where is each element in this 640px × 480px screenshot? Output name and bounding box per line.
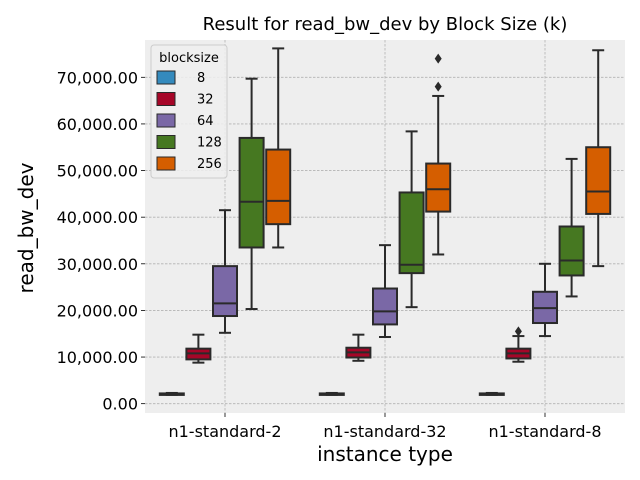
x-tick-label: n1-standard-2 bbox=[168, 422, 281, 441]
box-256-n1-standard-32 bbox=[425, 53, 452, 256]
box-256-n1-standard-8 bbox=[585, 49, 612, 268]
y-tick-label: 20,000.00 bbox=[57, 301, 138, 320]
legend-swatch bbox=[156, 113, 176, 128]
y-tick-label: 50,000.00 bbox=[57, 162, 138, 181]
legend-swatch bbox=[156, 135, 176, 149]
y-axis-label: read_bw_dev bbox=[14, 162, 38, 293]
legend-items: 8 32 64 128 256 bbox=[156, 70, 222, 172]
x-tick-label: n1-standard-32 bbox=[323, 422, 446, 441]
box-32-n1-standard-2 bbox=[185, 333, 212, 364]
box-64-n1-standard-2 bbox=[212, 209, 238, 334]
x-tick-label: n1-standard-8 bbox=[488, 422, 601, 441]
legend-label: 32 bbox=[197, 93, 214, 108]
legend-swatch bbox=[156, 70, 176, 85]
outlier-point bbox=[434, 53, 442, 64]
box-128-n1-standard-8 bbox=[558, 157, 585, 298]
box-8-n1-standard-32 bbox=[318, 391, 345, 396]
box-body bbox=[212, 265, 238, 318]
box-128-n1-standard-32 bbox=[398, 130, 425, 309]
box-64-n1-standard-8 bbox=[532, 262, 558, 338]
box-body bbox=[585, 146, 612, 215]
legend-label: 256 bbox=[197, 157, 222, 172]
box-32-n1-standard-8 bbox=[505, 326, 532, 363]
box-8-n1-standard-2 bbox=[158, 391, 185, 396]
box-body bbox=[398, 191, 425, 275]
box-body bbox=[425, 162, 452, 213]
outlier-point bbox=[434, 81, 442, 92]
box-body bbox=[265, 148, 292, 226]
x-tick-labels: n1-standard-2 n1-standard-32 n1-standard-8 bbox=[168, 413, 602, 441]
x-axis-label: instance type bbox=[317, 442, 453, 466]
y-tick-label: 70,000.00 bbox=[57, 68, 138, 87]
y-tick-label: 0.00 bbox=[102, 395, 138, 414]
boxes bbox=[158, 47, 612, 396]
outlier-point bbox=[514, 326, 522, 337]
box-8-n1-standard-8 bbox=[478, 391, 505, 396]
y-tick-label: 10,000.00 bbox=[57, 348, 138, 367]
legend-label: 128 bbox=[197, 136, 222, 151]
box-256-n1-standard-2 bbox=[265, 47, 292, 249]
legend-title: blocksize bbox=[159, 51, 219, 66]
legend-swatch bbox=[156, 156, 176, 171]
y-tick-label: 40,000.00 bbox=[57, 208, 138, 227]
y-tick-label: 60,000.00 bbox=[57, 115, 138, 134]
y-tick-labels: 0.00 10,000.00 20,000.00 30,000.00 40,000.00… bbox=[57, 68, 145, 414]
box-body bbox=[238, 136, 265, 249]
legend-swatch bbox=[156, 92, 176, 106]
box-32-n1-standard-32 bbox=[345, 333, 372, 362]
legend-label: 8 bbox=[197, 71, 205, 86]
y-tick-label: 30,000.00 bbox=[57, 255, 138, 274]
box-128-n1-standard-2 bbox=[238, 77, 265, 311]
legend: blocksize 8 32 64 128 256 bbox=[150, 44, 228, 179]
box-64-n1-standard-32 bbox=[372, 244, 398, 339]
box-body bbox=[372, 287, 398, 326]
box-body bbox=[558, 225, 585, 277]
legend-label: 64 bbox=[197, 114, 214, 129]
chart-title: Result for read_bw_dev by Block Size (k) bbox=[203, 14, 568, 35]
